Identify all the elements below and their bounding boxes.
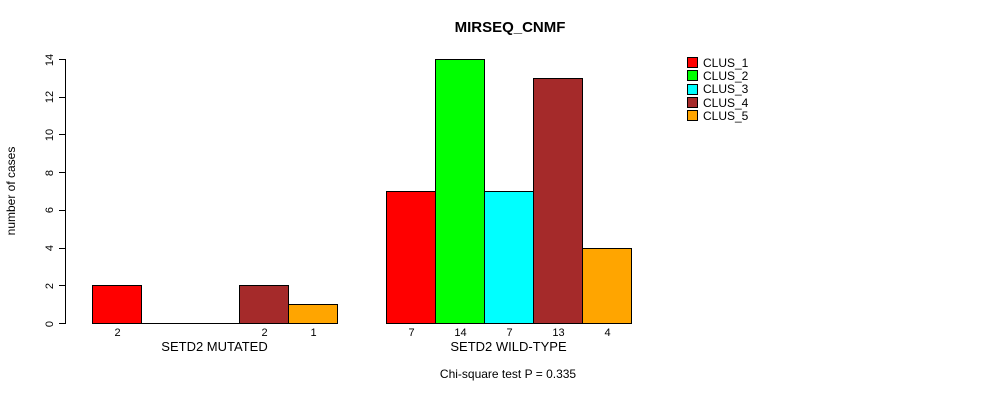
y-axis-tick <box>59 209 65 211</box>
legend-label: CLUS_1 <box>703 55 749 70</box>
bar-clus_5 <box>288 304 338 324</box>
y-axis-tick <box>59 172 65 174</box>
bar-value-label: 1 <box>310 327 317 339</box>
x-group-label: SETD2 WILD-TYPE <box>450 339 567 354</box>
legend-item: CLUS_3 <box>687 82 749 97</box>
bar-clus_4 <box>239 285 289 324</box>
legend-swatch-icon <box>687 83 698 95</box>
legend-swatch-icon <box>687 70 698 82</box>
legend-label: CLUS_4 <box>703 95 749 110</box>
legend-label: CLUS_2 <box>703 68 749 83</box>
y-axis-tick <box>59 285 65 287</box>
bar-clus_2-zero <box>141 323 191 324</box>
bar-value-label: 2 <box>261 327 268 339</box>
x-group-label: SETD2 MUTATED <box>161 339 268 354</box>
legend-swatch-icon <box>687 110 698 122</box>
legend-item: CLUS_5 <box>687 108 749 123</box>
bar-clus_5 <box>582 248 632 324</box>
bar-clus_3-zero <box>190 323 240 324</box>
y-axis <box>65 59 66 324</box>
bar-value-label: 14 <box>454 327 467 339</box>
bar-clus_1 <box>92 285 142 324</box>
y-axis-tick <box>59 323 65 324</box>
bar-value-label: 13 <box>552 327 565 339</box>
y-axis-tick <box>59 134 65 136</box>
y-axis-tick <box>59 59 65 60</box>
legend-item: CLUS_1 <box>687 55 749 70</box>
bar-value-label: 4 <box>604 327 611 339</box>
legend-swatch-icon <box>687 97 698 109</box>
y-axis-tick <box>59 96 65 98</box>
chart-title: MIRSEQ_CNMF <box>454 19 566 36</box>
y-axis-tick <box>59 247 65 249</box>
bar-clus_4 <box>533 78 583 324</box>
chi-square-note: Chi-square test P = 0.335 <box>439 367 577 381</box>
bar-value-label: 2 <box>114 327 121 339</box>
bar-value-label: 7 <box>506 327 513 339</box>
legend-swatch-icon <box>687 57 698 69</box>
legend-item: CLUS_2 <box>687 68 749 83</box>
bar-clus_2 <box>435 59 485 324</box>
bar-value-label: 7 <box>408 327 415 339</box>
legend-label: CLUS_5 <box>703 108 749 123</box>
bar-clus_3 <box>484 191 534 324</box>
legend-item: CLUS_4 <box>687 95 749 110</box>
bar-clus_1 <box>386 191 436 324</box>
legend: CLUS_1 CLUS_2 CLUS_3 CLUS_4 CLUS_5 <box>687 55 749 123</box>
legend-label: CLUS_3 <box>703 82 749 97</box>
